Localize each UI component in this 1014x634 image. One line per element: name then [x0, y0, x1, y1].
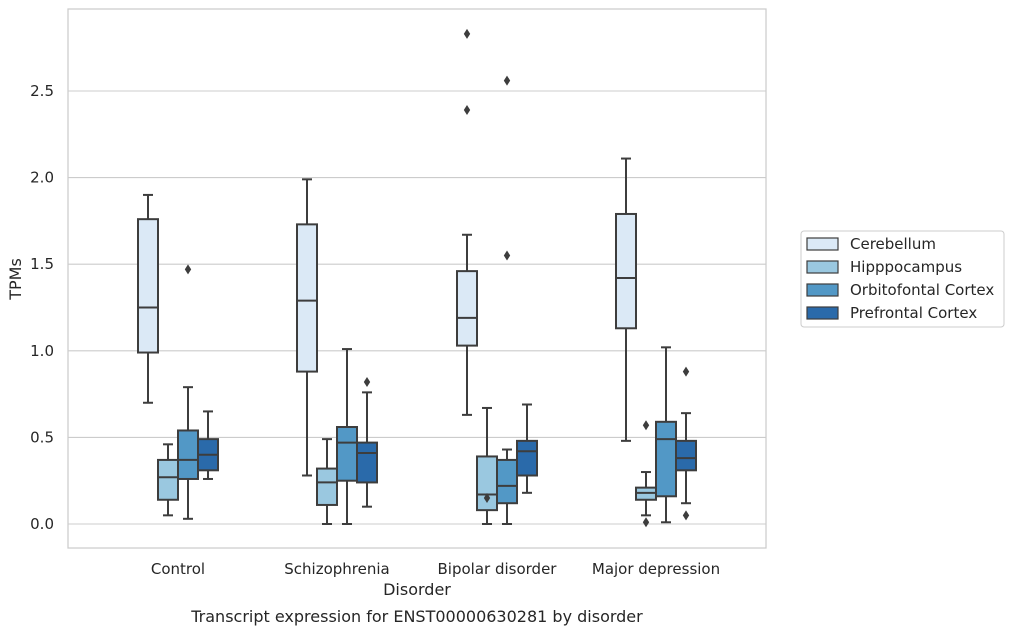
box-rect	[316, 467, 338, 506]
box-rect	[177, 429, 199, 480]
box-group	[675, 366, 697, 521]
box-rect	[356, 441, 378, 484]
box-group	[137, 193, 159, 404]
box-group	[456, 28, 478, 416]
outlier-point	[682, 510, 690, 521]
legend-frame	[800, 230, 1005, 328]
box-rect	[496, 458, 518, 505]
box-group	[356, 376, 378, 508]
outlier-point	[642, 517, 650, 528]
box-group	[516, 403, 538, 494]
y-tick-label: 2.0	[30, 169, 54, 187]
box-group	[197, 410, 219, 480]
boxes	[137, 28, 697, 528]
box-rect	[336, 426, 358, 482]
y-tick-label: 0.0	[30, 515, 54, 533]
box-rect	[456, 270, 478, 347]
legend-swatch	[806, 306, 839, 320]
box-group	[476, 406, 498, 525]
box-group	[157, 443, 179, 517]
y-tick-label: 2.5	[30, 82, 54, 100]
outlier-point	[184, 264, 192, 275]
outlier-point	[682, 366, 690, 377]
y-axis-ticks: 0.0 0.5 1.0 1.5 2.0 2.5	[30, 82, 54, 533]
y-tick-label: 0.5	[30, 428, 54, 446]
chart-caption: Transcript expression for ENST0000063028…	[190, 607, 643, 626]
legend-entry: Prefrontal Cortex	[850, 304, 977, 322]
box-rect	[516, 439, 538, 477]
x-tick-label: Bipolar disorder	[438, 560, 558, 578]
box-rect	[615, 212, 637, 330]
box-rect	[675, 439, 697, 472]
box-group	[496, 75, 518, 525]
y-tick-label: 1.0	[30, 342, 54, 360]
box-rect	[655, 420, 677, 498]
y-axis-label: TPMs	[6, 258, 25, 301]
legend-entry: Hipppocampus	[850, 258, 962, 276]
box-group	[316, 438, 338, 525]
outlier-point	[463, 28, 471, 39]
outlier-point	[503, 250, 511, 261]
outlier-point	[483, 493, 491, 504]
box-rect	[296, 223, 318, 373]
x-tick-label: Major depression	[592, 560, 720, 578]
x-tick-label: Schizophrenia	[284, 560, 389, 578]
box-group	[336, 348, 358, 525]
x-axis-label: Disorder	[383, 580, 451, 599]
legend-swatch	[806, 260, 839, 274]
outlier-point	[642, 420, 650, 431]
legend-swatch	[806, 283, 839, 297]
box-group	[615, 157, 637, 442]
box-group	[296, 178, 318, 477]
legend-entry: Orbitofontal Cortex	[850, 281, 994, 299]
outlier-point	[363, 376, 371, 387]
legend-entry: Cerebellum	[850, 235, 936, 253]
x-axis-ticks: Control Schizophrenia Bipolar disorder Majo…	[151, 560, 720, 578]
outlier-point	[463, 105, 471, 116]
box-rect	[157, 458, 179, 501]
x-tick-label: Control	[151, 560, 205, 578]
legend-swatch	[806, 237, 839, 251]
y-tick-label: 1.5	[30, 255, 54, 273]
outlier-point	[503, 75, 511, 86]
legend: Cerebellum Hipppocampus Orbitofontal Corte…	[800, 230, 1005, 328]
box-rect	[137, 218, 159, 354]
